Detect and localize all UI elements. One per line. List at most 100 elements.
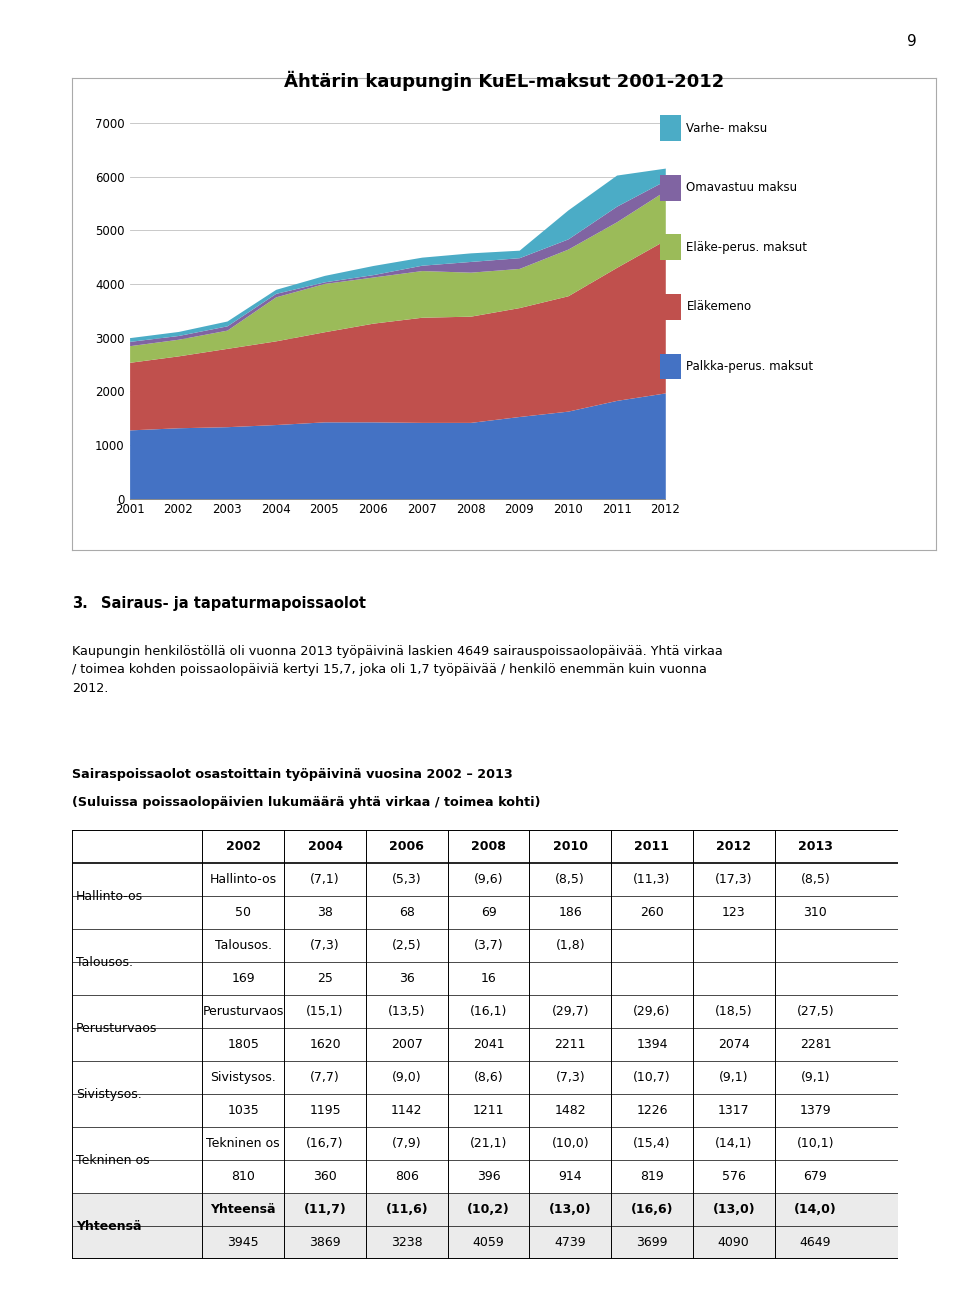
Text: (11,3): (11,3) xyxy=(634,873,671,886)
Text: (18,5): (18,5) xyxy=(715,1005,753,1018)
Text: (16,6): (16,6) xyxy=(631,1203,673,1216)
Text: (29,6): (29,6) xyxy=(634,1005,671,1018)
Text: (7,7): (7,7) xyxy=(310,1071,340,1084)
Text: 310: 310 xyxy=(804,906,828,919)
Text: 576: 576 xyxy=(722,1171,746,1184)
Text: (7,9): (7,9) xyxy=(392,1137,421,1150)
Text: (27,5): (27,5) xyxy=(797,1005,834,1018)
Text: 2010: 2010 xyxy=(553,840,588,853)
Text: Eläke-perus. maksut: Eläke-perus. maksut xyxy=(686,241,807,254)
Text: (10,2): (10,2) xyxy=(468,1203,510,1216)
Text: Kaupungin henkilöstöllä oli vuonna 2013 työpäivinä laskien 4649 sairauspoissaolo: Kaupungin henkilöstöllä oli vuonna 2013 … xyxy=(72,645,723,695)
Text: (14,1): (14,1) xyxy=(715,1137,753,1150)
Text: (17,3): (17,3) xyxy=(715,873,753,886)
Text: (15,1): (15,1) xyxy=(306,1005,344,1018)
Text: Palkka-perus. maksut: Palkka-perus. maksut xyxy=(686,360,813,373)
Text: 1805: 1805 xyxy=(228,1039,259,1052)
Text: Perusturvaos: Perusturvaos xyxy=(203,1005,284,1018)
Text: (9,1): (9,1) xyxy=(719,1071,749,1084)
Text: (16,1): (16,1) xyxy=(469,1005,507,1018)
Text: 2011: 2011 xyxy=(635,840,669,853)
Text: 2281: 2281 xyxy=(800,1039,831,1052)
Text: (8,5): (8,5) xyxy=(556,873,586,886)
Text: (Suluissa poissaolopäivien lukumäärä yhtä virkaa / toimea kohti): (Suluissa poissaolopäivien lukumäärä yht… xyxy=(72,796,540,809)
Text: Omavastuu maksu: Omavastuu maksu xyxy=(686,181,798,194)
Text: 4649: 4649 xyxy=(800,1237,831,1250)
Text: 1035: 1035 xyxy=(228,1105,259,1118)
Text: (13,5): (13,5) xyxy=(388,1005,425,1018)
Text: 3.: 3. xyxy=(72,596,87,611)
Text: 2002: 2002 xyxy=(226,840,261,853)
Text: Talousos.: Talousos. xyxy=(76,956,133,969)
Text: 3238: 3238 xyxy=(391,1237,422,1250)
Text: (29,7): (29,7) xyxy=(551,1005,589,1018)
Text: 396: 396 xyxy=(477,1171,500,1184)
Text: (8,5): (8,5) xyxy=(801,873,830,886)
Text: 2074: 2074 xyxy=(718,1039,750,1052)
Text: 360: 360 xyxy=(313,1171,337,1184)
Text: 3869: 3869 xyxy=(309,1237,341,1250)
Text: 2007: 2007 xyxy=(391,1039,422,1052)
Text: (11,6): (11,6) xyxy=(386,1203,428,1216)
Text: (1,8): (1,8) xyxy=(556,939,585,952)
Text: 1394: 1394 xyxy=(636,1039,668,1052)
Text: 1226: 1226 xyxy=(636,1105,668,1118)
Text: (15,4): (15,4) xyxy=(634,1137,671,1150)
Text: 2013: 2013 xyxy=(798,840,833,853)
Text: 1211: 1211 xyxy=(472,1105,504,1118)
Text: 2012: 2012 xyxy=(716,840,752,853)
Text: 50: 50 xyxy=(235,906,252,919)
Text: 9: 9 xyxy=(907,34,917,49)
Text: (7,3): (7,3) xyxy=(556,1071,585,1084)
Text: 4739: 4739 xyxy=(555,1237,586,1250)
Text: 810: 810 xyxy=(231,1171,255,1184)
Text: (3,7): (3,7) xyxy=(473,939,503,952)
Text: 2008: 2008 xyxy=(471,840,506,853)
Text: Yhteensä: Yhteensä xyxy=(76,1220,142,1233)
Text: Ähtärin kaupungin KuEL-maksut 2001-2012: Ähtärin kaupungin KuEL-maksut 2001-2012 xyxy=(284,70,724,91)
Text: 36: 36 xyxy=(399,973,415,985)
Text: Yhteensä: Yhteensä xyxy=(210,1203,276,1216)
Text: 38: 38 xyxy=(317,906,333,919)
Text: 169: 169 xyxy=(231,973,255,985)
Text: (11,7): (11,7) xyxy=(303,1203,347,1216)
Text: 679: 679 xyxy=(804,1171,828,1184)
Text: 2004: 2004 xyxy=(307,840,343,853)
Text: 260: 260 xyxy=(640,906,664,919)
Text: 4090: 4090 xyxy=(718,1237,750,1250)
Text: 1195: 1195 xyxy=(309,1105,341,1118)
Text: 25: 25 xyxy=(317,973,333,985)
Text: 3699: 3699 xyxy=(636,1237,668,1250)
Text: Talousos.: Talousos. xyxy=(215,939,272,952)
Text: (21,1): (21,1) xyxy=(469,1137,507,1150)
Text: 1482: 1482 xyxy=(555,1105,586,1118)
Text: Sairaspoissaolot osastoittain työpäivinä vuosina 2002 – 2013: Sairaspoissaolot osastoittain työpäivinä… xyxy=(72,768,513,781)
Text: 69: 69 xyxy=(481,906,496,919)
Text: (5,3): (5,3) xyxy=(392,873,421,886)
Text: 186: 186 xyxy=(559,906,582,919)
Text: Hallinto-os: Hallinto-os xyxy=(76,890,143,903)
Text: (9,0): (9,0) xyxy=(392,1071,421,1084)
Text: Hallinto-os: Hallinto-os xyxy=(209,873,276,886)
Text: (10,7): (10,7) xyxy=(634,1071,671,1084)
Text: 1379: 1379 xyxy=(800,1105,831,1118)
Text: 914: 914 xyxy=(559,1171,582,1184)
Text: 2006: 2006 xyxy=(390,840,424,853)
Text: (16,7): (16,7) xyxy=(306,1137,344,1150)
Text: (9,1): (9,1) xyxy=(801,1071,830,1084)
Text: (10,1): (10,1) xyxy=(797,1137,834,1150)
Text: Tekninen os: Tekninen os xyxy=(206,1137,280,1150)
Text: (13,0): (13,0) xyxy=(549,1203,591,1216)
Text: Tekninen os: Tekninen os xyxy=(76,1154,150,1167)
Text: (13,0): (13,0) xyxy=(712,1203,755,1216)
Text: 819: 819 xyxy=(640,1171,664,1184)
Text: 2211: 2211 xyxy=(555,1039,586,1052)
Text: 3945: 3945 xyxy=(228,1237,259,1250)
Text: (7,1): (7,1) xyxy=(310,873,340,886)
Text: Sairaus- ja tapaturmapoissaolot: Sairaus- ja tapaturmapoissaolot xyxy=(101,596,366,611)
Text: 1317: 1317 xyxy=(718,1105,750,1118)
Text: (7,3): (7,3) xyxy=(310,939,340,952)
Text: Sivistysos.: Sivistysos. xyxy=(210,1071,276,1084)
Text: Sivistysos.: Sivistysos. xyxy=(76,1088,142,1101)
Text: Varhe- maksu: Varhe- maksu xyxy=(686,122,768,135)
